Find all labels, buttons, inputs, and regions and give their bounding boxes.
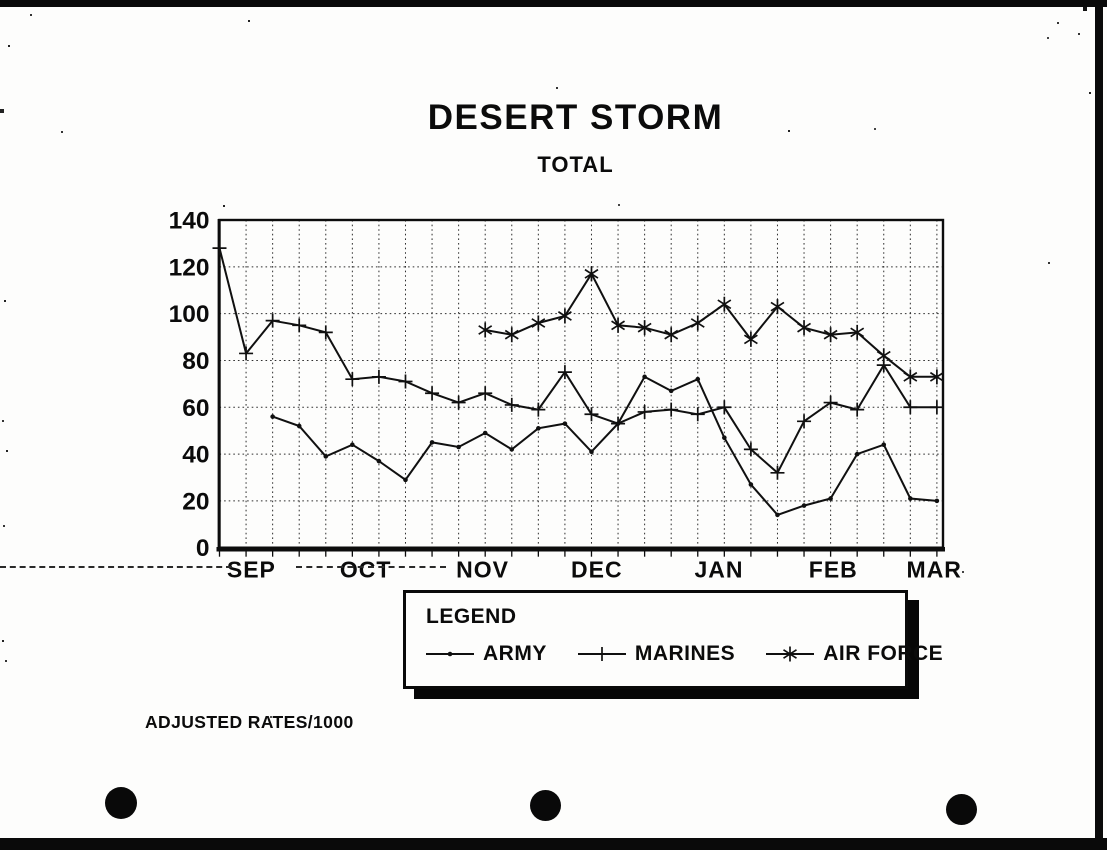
legend-entry-label: AIR FORCE — [823, 642, 944, 665]
series-air-force — [478, 266, 944, 385]
axes — [216, 218, 945, 557]
punch-hole-left — [105, 787, 137, 819]
svg-text:20: 20 — [182, 488, 209, 515]
footnote: ADJUSTED RATES/1000 — [145, 712, 354, 732]
plus-marker-sample — [577, 647, 626, 661]
svg-text:OCT: OCT — [340, 557, 392, 583]
legend-box: LEGEND ARMY MARINES AIR FORCE — [403, 590, 943, 689]
y-axis-labels: 0 20 40 60 80 100 120 140 — [169, 208, 210, 563]
legend-entry-label: ARMY — [483, 642, 547, 665]
svg-text:140: 140 — [169, 208, 210, 235]
svg-text:NOV: NOV — [456, 557, 509, 583]
svg-text:DEC: DEC — [571, 557, 623, 583]
scan-speckles — [0, 0, 2, 2]
svg-text:FEB: FEB — [809, 557, 858, 583]
scan-dash-artifact-left — [0, 566, 232, 568]
x-axis-labels: SEP OCT NOV DEC JAN FEB MAR — [227, 557, 962, 583]
chart-subtitle: TOTAL — [537, 152, 614, 177]
dot-marker-sample — [426, 651, 474, 657]
scan-dash-artifact-right — [296, 566, 446, 568]
svg-text:100: 100 — [169, 301, 210, 328]
legend-entry-army: ARMY — [426, 642, 547, 666]
punch-hole-center — [530, 790, 561, 821]
punch-hole-right — [946, 794, 977, 825]
scan-edge-right — [1095, 0, 1103, 850]
svg-text:SEP: SEP — [227, 557, 276, 583]
asterisk-marker-sample — [766, 646, 815, 662]
svg-text:JAN: JAN — [695, 557, 744, 583]
legend-entry-air-force: AIR FORCE — [766, 642, 943, 666]
legend-entry-label: MARINES — [634, 642, 736, 665]
scan-edge-bottom — [0, 838, 1107, 850]
svg-text:0: 0 — [196, 535, 210, 562]
svg-text:40: 40 — [182, 442, 209, 469]
legend-entries: ARMY MARINES AIR FORCE — [426, 642, 943, 666]
svg-text:60: 60 — [182, 395, 209, 422]
series-army — [270, 374, 940, 518]
scan-edge-top — [0, 0, 1107, 7]
svg-text:120: 120 — [169, 254, 210, 281]
svg-text:MAR: MAR — [907, 557, 962, 583]
chart-title: DESERT STORM — [427, 98, 724, 137]
gridlines — [219, 220, 943, 548]
legend-entry-marines: MARINES — [577, 642, 736, 666]
legend-title: LEGEND — [426, 605, 517, 628]
svg-text:80: 80 — [182, 348, 209, 375]
series-marines — [212, 241, 944, 480]
line-chart: 0 20 40 60 80 100 120 140 SEP OCT NOV DEC JAN FEB MAR — [169, 208, 962, 583]
